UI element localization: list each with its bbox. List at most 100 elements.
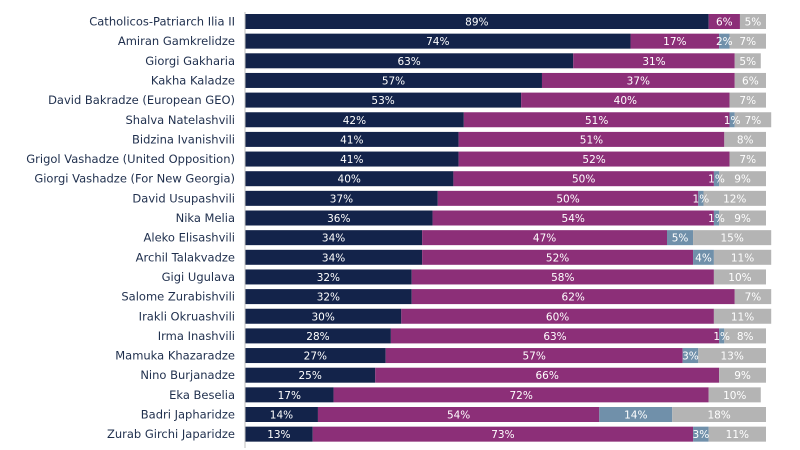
category-label: Salome Zurabishvili: [121, 290, 235, 304]
data-label: 7%: [739, 154, 756, 166]
bar-segment: [245, 269, 412, 285]
data-label: 14%: [624, 410, 647, 422]
data-label: 51%: [580, 134, 603, 146]
category-label: Giorgi Vashadze (For New Georgia): [34, 172, 235, 186]
category-label: Grigol Vashadze (United Opposition): [26, 152, 235, 166]
bar-segment: [724, 328, 766, 344]
bar-segment: [693, 230, 772, 246]
bar-segment: [713, 210, 720, 226]
data-label: 30%: [311, 311, 334, 323]
bar-segment: [245, 210, 433, 226]
data-label: 17%: [278, 390, 301, 402]
category-label: Aleko Elisashvili: [144, 231, 235, 245]
bar-segment: [724, 131, 766, 147]
data-label: 66%: [536, 370, 559, 382]
bar-segment: [739, 14, 766, 29]
bar-segment: [245, 171, 454, 187]
data-label: 74%: [426, 36, 449, 48]
bar-segment: [245, 92, 522, 108]
data-label: 7%: [745, 292, 762, 304]
bar-segment: [734, 289, 772, 305]
bar-segment: [312, 426, 694, 442]
bar-segment: [401, 308, 714, 324]
bar-segment: [708, 14, 740, 29]
data-label: 5%: [672, 233, 689, 245]
bar-segment: [698, 348, 766, 364]
data-label: 57%: [522, 351, 545, 363]
data-label: 50%: [556, 193, 579, 205]
data-label: 42%: [343, 115, 366, 127]
data-label: 62%: [562, 292, 585, 304]
data-label: 27%: [304, 351, 327, 363]
bar-segment: [729, 33, 766, 49]
bar-segment: [245, 72, 542, 88]
bars-layer: [245, 14, 772, 442]
bar-segment: [708, 387, 761, 403]
bar-segment: [713, 269, 766, 285]
bar-segment: [630, 33, 720, 49]
data-label: 31%: [642, 56, 665, 68]
bar-segment: [453, 171, 714, 187]
data-label: 50%: [572, 174, 595, 186]
category-labels: Catholicos-Patriarch Ilia II Amiran Gamkr…: [26, 15, 235, 442]
bar-segment: [245, 190, 438, 206]
data-label: 37%: [627, 75, 650, 87]
bar-segment: [719, 171, 766, 187]
bar-segment: [245, 14, 709, 29]
data-label: 41%: [340, 134, 363, 146]
data-label: 52%: [582, 154, 605, 166]
data-label: 1%: [708, 174, 725, 186]
data-label: 32%: [317, 272, 340, 284]
data-label: 1%: [724, 115, 741, 127]
category-label: Catholicos-Patriarch Ilia II: [89, 15, 235, 29]
data-label: 25%: [298, 370, 321, 382]
data-label: 4%: [695, 252, 712, 264]
category-label: Gigi Ugulava: [162, 270, 235, 284]
data-label: 18%: [707, 410, 730, 422]
bar-segment: [693, 249, 714, 265]
data-label: 51%: [585, 115, 608, 127]
bar-segment: [719, 33, 730, 49]
bar-segment: [245, 33, 631, 49]
bar-segment: [245, 249, 423, 265]
category-label: David Usupashvili: [132, 191, 235, 205]
bar-segment: [672, 407, 766, 422]
bar-segment: [682, 348, 699, 364]
data-label: 17%: [663, 36, 686, 48]
bar-segment: [729, 112, 735, 128]
data-label: 32%: [317, 292, 340, 304]
bar-segment: [708, 426, 766, 442]
data-label: 57%: [382, 75, 405, 87]
data-label: 63%: [397, 56, 420, 68]
bar-segment: [422, 249, 694, 265]
data-label: 9%: [734, 370, 751, 382]
data-label: 10%: [728, 272, 751, 284]
data-label: 28%: [306, 331, 329, 343]
category-label: Irakli Okruashvili: [139, 309, 235, 323]
data-label: 7%: [745, 115, 762, 127]
category-label: Irma Inashvili: [158, 329, 235, 343]
bar-segment: [734, 72, 766, 88]
data-label: 13%: [720, 351, 743, 363]
data-label: 11%: [726, 429, 749, 441]
data-label: 8%: [737, 134, 754, 146]
data-label: 63%: [543, 331, 566, 343]
bar-segment: [541, 72, 735, 88]
bar-segment: [245, 387, 334, 403]
data-label: 3%: [682, 351, 699, 363]
category-label: Nika Melia: [176, 211, 235, 225]
bar-segment: [719, 328, 725, 344]
bar-segment: [713, 249, 772, 265]
bar-segment: [385, 348, 683, 364]
data-label: 2%: [716, 36, 733, 48]
category-label: Shalva Natelashvili: [126, 113, 236, 127]
data-label: 1%: [693, 193, 710, 205]
data-label: 7%: [739, 36, 756, 48]
bar-segment: [245, 112, 464, 128]
bar-segment: [390, 328, 720, 344]
data-label: 11%: [731, 252, 754, 264]
data-label: 40%: [338, 174, 361, 186]
bar-segment: [719, 210, 766, 226]
data-label: 14%: [270, 410, 293, 422]
